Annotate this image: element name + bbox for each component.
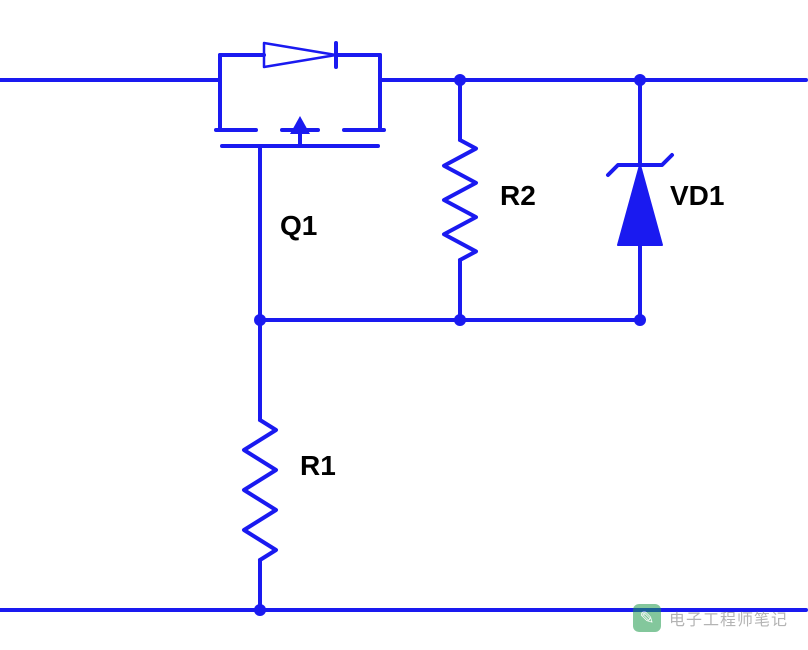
wechat-icon: ✎ xyxy=(633,604,661,632)
watermark: ✎ 电子工程师笔记 xyxy=(633,604,788,632)
label-vd1: VD1 xyxy=(670,180,724,212)
label-r1: R1 xyxy=(300,450,336,482)
label-r2: R2 xyxy=(500,180,536,212)
label-q1: Q1 xyxy=(280,210,317,242)
watermark-text: 电子工程师笔记 xyxy=(669,606,788,630)
circuit-schematic xyxy=(0,0,808,650)
